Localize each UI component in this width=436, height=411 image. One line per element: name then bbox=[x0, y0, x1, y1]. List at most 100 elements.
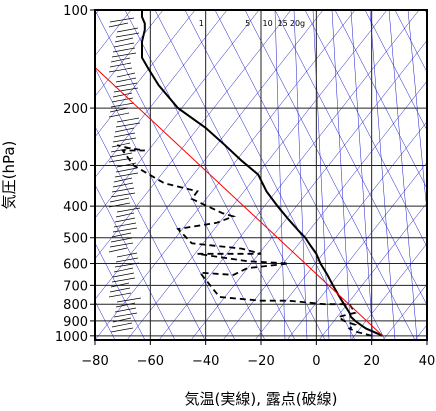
x-tick-label: 20 bbox=[363, 354, 380, 369]
y-tick-label: 900 bbox=[63, 315, 88, 330]
wind-barb bbox=[116, 72, 136, 78]
wind-barb bbox=[111, 232, 132, 238]
background-line bbox=[394, 10, 427, 73]
wind-barb bbox=[112, 137, 137, 143]
wind-barb bbox=[115, 212, 135, 218]
background-line bbox=[426, 10, 427, 13]
wind-barb bbox=[110, 192, 136, 198]
wind-barb bbox=[113, 312, 138, 318]
wind-barb bbox=[116, 207, 141, 213]
mixing-ratio-label: 5 bbox=[245, 19, 250, 28]
wind-barb bbox=[109, 197, 130, 203]
background-line bbox=[254, 121, 427, 340]
background-line bbox=[190, 40, 427, 340]
mixing-ratio-label: 10 bbox=[263, 19, 273, 28]
wind-barb bbox=[112, 227, 138, 233]
mixing-ratio-label: 1 bbox=[199, 19, 204, 28]
background-line bbox=[95, 10, 260, 219]
background-line bbox=[95, 184, 176, 340]
y-tick-label: 500 bbox=[63, 232, 88, 247]
background-line bbox=[407, 10, 427, 215]
wind-barb bbox=[114, 127, 135, 133]
background-line bbox=[364, 10, 427, 131]
dewpoint-line bbox=[116, 144, 372, 337]
mixing-ratio-labels: 1 5 10 15 20g bbox=[199, 19, 305, 28]
wind-barb bbox=[113, 222, 137, 228]
wind-barb bbox=[115, 32, 140, 38]
wind-barb bbox=[114, 217, 136, 223]
background-line bbox=[244, 10, 416, 340]
x-tick-label: −40 bbox=[192, 354, 219, 369]
wind-barb bbox=[108, 202, 131, 208]
wind-barb bbox=[111, 142, 131, 148]
wind-barb bbox=[111, 187, 135, 193]
background-line bbox=[158, 10, 420, 340]
wind-barb bbox=[111, 277, 136, 283]
background-line bbox=[286, 161, 427, 340]
background-line bbox=[95, 10, 196, 138]
background-line bbox=[95, 125, 206, 340]
wind-barb bbox=[116, 162, 137, 168]
mixing-ratio-label: 20g bbox=[290, 19, 305, 28]
wind-barb bbox=[113, 177, 133, 183]
background-line bbox=[154, 10, 326, 340]
y-tick-label: 200 bbox=[63, 102, 88, 117]
x-tick-label: −80 bbox=[81, 354, 108, 369]
x-axis-label: 気温(実線), 露点(破線) bbox=[185, 390, 338, 408]
y-tick-label: 600 bbox=[63, 258, 88, 273]
wind-barb bbox=[110, 102, 135, 108]
x-axis: −80 −60 −40 −20 0 20 40 bbox=[81, 340, 435, 369]
temperature-line bbox=[141, 10, 384, 337]
wind-barb bbox=[110, 237, 133, 243]
series-layer bbox=[95, 10, 384, 337]
wind-barb bbox=[108, 22, 129, 28]
wind-barb bbox=[109, 107, 129, 113]
wind-barb bbox=[114, 172, 139, 178]
wind-barb bbox=[115, 167, 138, 173]
wind-barb bbox=[109, 152, 133, 158]
wind-barb bbox=[116, 252, 138, 258]
wind-barb bbox=[109, 62, 132, 68]
wind-barb bbox=[109, 287, 131, 293]
background-line bbox=[369, 10, 396, 340]
wind-barb bbox=[111, 322, 133, 328]
wind-barb bbox=[113, 267, 134, 273]
reference-line bbox=[95, 67, 384, 337]
x-tick-label: −60 bbox=[137, 354, 164, 369]
background-line bbox=[382, 283, 427, 340]
y-tick-label: 800 bbox=[63, 298, 88, 313]
wind-barb bbox=[115, 77, 137, 83]
wind-barb bbox=[114, 262, 140, 268]
grid-lines bbox=[95, 10, 427, 340]
wind-barb bbox=[110, 327, 134, 333]
y-tick-label: 700 bbox=[63, 279, 88, 294]
wind-barb bbox=[113, 42, 135, 48]
wind-barb bbox=[109, 17, 135, 23]
background-line bbox=[350, 10, 374, 340]
wind-barb bbox=[114, 82, 138, 88]
background-line bbox=[274, 10, 286, 340]
background-line bbox=[95, 10, 266, 340]
y-tick-label: 400 bbox=[63, 200, 88, 215]
wind-barb bbox=[110, 57, 131, 63]
wind-barb bbox=[112, 317, 132, 323]
x-tick-label: 0 bbox=[312, 354, 320, 369]
wind-barb bbox=[108, 292, 132, 298]
wind-barb bbox=[111, 97, 134, 103]
wind-barb bbox=[116, 297, 142, 303]
wind-barb bbox=[115, 122, 141, 128]
background-line bbox=[304, 10, 427, 248]
background-line bbox=[414, 324, 427, 340]
wind-barb bbox=[116, 27, 139, 33]
wind-barb bbox=[114, 37, 134, 43]
wind-barb bbox=[112, 47, 136, 53]
y-tick-label: 1000 bbox=[55, 330, 88, 345]
x-tick-label: 40 bbox=[419, 354, 436, 369]
wind-barb bbox=[109, 242, 134, 248]
y-tick-label: 100 bbox=[63, 4, 88, 19]
background-line bbox=[95, 10, 324, 300]
y-axis-label: 気圧(hPa) bbox=[0, 141, 18, 210]
wind-barb bbox=[115, 257, 139, 263]
wind-barb bbox=[113, 132, 136, 138]
